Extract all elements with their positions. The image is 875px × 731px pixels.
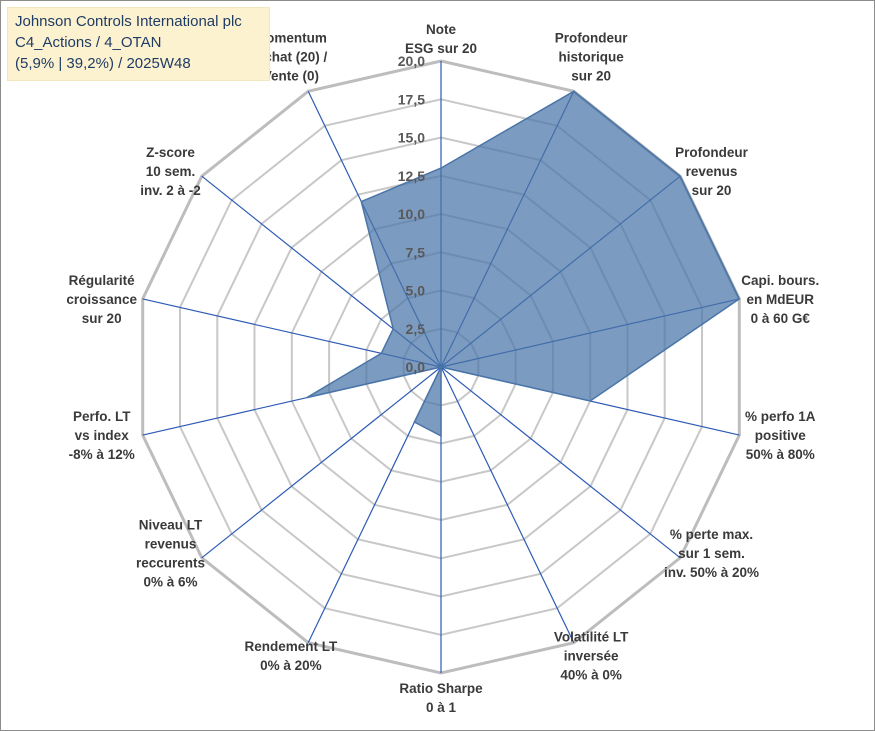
axis-label-line: 50% à 80% [746,447,815,462]
axis-label-line: 10 sem. [146,164,196,179]
axis-label-line: sur 20 [692,183,732,198]
axis-label-line: sur 20 [82,311,122,326]
axis-label-line: croissance [66,292,137,307]
chart-title-box: Johnson Controls International plc C4_Ac… [7,7,270,81]
axis-label: Perfo. LT vs index -8% à 12% [69,409,135,462]
axis-label-line: sur 20 [571,68,611,83]
axis-label: % perte max. sur 1 sem. inv. 50% à 20% [664,527,759,580]
axis-label-line: revenus [145,536,197,551]
axis-label-line: Note [426,22,456,37]
axis-label-line: Profondeur [675,145,748,160]
axis-label-line: reccurents [136,555,205,570]
axis-label-line: -8% à 12% [69,447,135,462]
axis-label-line: historique [558,49,624,64]
axis-label-line: revenus [686,164,738,179]
axis-label-line: % perfo 1A [745,409,816,424]
axis-spoke [440,366,575,643]
axis-label: Momentum Achat (20) / Vente (0) [255,30,328,83]
tick-label: 7,5 [406,244,426,260]
tick-label: 0,0 [406,359,426,375]
axis-label-line: 0% à 6% [143,574,197,589]
series-area [306,90,741,438]
axis-label: Ratio Sharpe 0 à 1 [399,681,483,715]
axis-label-line: Volatilité LT [554,630,629,645]
axis-label: Volatilité LT inversée 40% à 0% [554,630,629,683]
axis-label: Niveau LT revenus reccurents 0% à 6% [136,517,205,589]
tick-label: 10,0 [398,206,425,222]
axis-label-line: Achat (20) / [255,49,328,64]
axis-label: Profondeur historique sur 20 [555,30,628,83]
tick-label: 17,5 [398,91,425,107]
axis-spoke [440,366,681,559]
axis-label-line: en MdEUR [747,292,815,307]
axis-label-line: 0 à 60 G€ [751,311,811,326]
axis-label-line: Capi. bours. [741,273,819,288]
axis-label-line: Vente (0) [263,68,319,83]
axis-label: Rendement LT 0% à 20% [245,639,339,673]
axis-label-line: Profondeur [555,30,628,45]
axis-label-line: 0 à 1 [426,700,457,715]
series-layer [306,90,741,438]
axis-spoke [201,366,442,559]
company-name: Johnson Controls International plc [15,13,242,30]
axis-label-line: 0% à 20% [260,658,322,673]
tick-label: 15,0 [398,130,425,146]
axis-label: % perfo 1A positive 50% à 80% [745,409,816,462]
axis-label-line: inversée [564,649,619,664]
axis-label-line: inv. 2 à -2 [140,183,201,198]
axis-label-line: vs index [75,428,130,443]
stats-period: (5,9% | 39,2%) / 2025W48 [15,55,191,72]
axis-labels: Note ESG sur 20 Profondeur historique sur 20… [66,22,819,715]
tick-label: 5,0 [406,283,426,299]
axis-label: Note ESG sur 20 [405,22,477,56]
axis-label: Capi. bours. en MdEUR 0 à 60 G€ [741,273,819,326]
tick-label: 12,5 [398,168,425,184]
axis-label-line: Régularité [69,273,136,288]
axis-label-line: inv. 50% à 20% [664,565,759,580]
axis-label-line: Niveau LT [139,517,203,532]
tick-label: 2,5 [406,321,426,337]
axis-label-line: positive [755,428,807,443]
axis-label-line: Z-score [146,145,195,160]
axis-label-line: Rendement LT [245,639,339,654]
axis-label-line: Momentum [255,30,327,45]
axis-label-line: 40% à 0% [560,668,622,683]
tick-label: 20,0 [398,53,425,69]
axis-label: Profondeur revenus sur 20 [675,145,748,198]
portfolio-code: C4_Actions / 4_OTAN [15,34,162,51]
axis-label-line: ESG sur 20 [405,41,477,56]
axis-label-line: sur 1 sem. [678,546,745,561]
tick-labels: 0,0 2,5 5,0 7,5 10,0 12,5 15,0 17,5 20,0 [398,53,425,375]
axis-label-line: % perte max. [670,527,753,542]
axis-label-line: Perfo. LT [73,409,131,424]
axis-label: Régularité croissance sur 20 [66,273,137,326]
axis-label: Z-score 10 sem. inv. 2 à -2 [140,145,201,198]
axis-label-line: Ratio Sharpe [399,681,483,696]
